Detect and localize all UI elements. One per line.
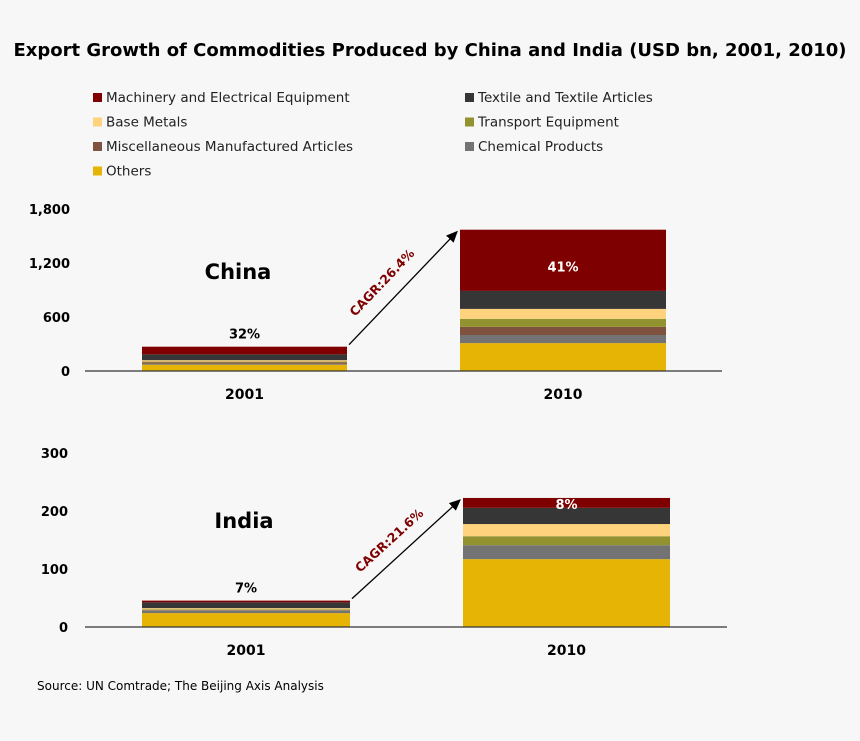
legend-swatch <box>93 142 102 151</box>
y-tick-label: 600 <box>43 311 70 326</box>
y-tick-label: 100 <box>41 563 68 578</box>
legend-swatch <box>465 142 474 151</box>
legend-swatch <box>93 93 102 102</box>
bar-segment <box>142 363 347 365</box>
bar-segment <box>142 600 350 603</box>
source-note: Source: UN Comtrade; The Beijing Axis An… <box>37 679 324 693</box>
y-tick-label: 200 <box>41 505 68 520</box>
legend-swatch <box>93 117 102 127</box>
bar-segment <box>460 343 666 371</box>
bar-segment <box>142 609 350 611</box>
bar-segment <box>142 346 347 355</box>
bar-segment <box>460 290 666 309</box>
bar-segment <box>463 497 670 508</box>
bar-segment <box>460 335 666 344</box>
cagr-label: CAGR:26.4% <box>346 245 417 319</box>
bar-segment <box>463 559 670 627</box>
bar-segment <box>460 326 666 335</box>
bar-segment <box>142 610 350 611</box>
legend-label: Transport Equipment <box>477 115 619 131</box>
x-tick-label: 2001 <box>227 643 266 659</box>
y-tick-label: 1,200 <box>29 257 70 272</box>
legend-swatch <box>465 117 474 127</box>
legend-label: Miscellaneous Manufactured Articles <box>106 139 353 155</box>
share-label: 32% <box>229 328 260 343</box>
legend-label: Machinery and Electrical Equipment <box>106 90 350 106</box>
bar-segment <box>142 613 350 627</box>
x-tick-label: 2010 <box>547 643 586 659</box>
y-tick-label: 1,800 <box>29 203 70 218</box>
growth-arrow <box>348 230 458 346</box>
bar-segment <box>142 364 347 371</box>
bar-segment <box>460 318 666 327</box>
bar-segment <box>142 362 347 364</box>
bar-segment <box>142 361 347 363</box>
bar-segment <box>142 608 350 610</box>
bar-segment <box>463 536 670 546</box>
bar-segment <box>463 545 670 560</box>
bar-segment <box>463 507 670 525</box>
legend-swatch <box>93 166 102 176</box>
y-tick-label: 0 <box>59 621 68 636</box>
legend-label: Textile and Textile Articles <box>477 90 653 106</box>
legend-swatch <box>465 93 474 102</box>
legend-label: Others <box>106 164 151 180</box>
bar-segment <box>463 524 670 537</box>
country-label: India <box>214 509 273 533</box>
legend: Machinery and Electrical Equipment Textil… <box>93 90 653 180</box>
bar-segment <box>460 229 666 291</box>
china-chart: 0 600 1,200 1,800 2001 32% 2010 41% China CAGR:26… <box>29 203 722 403</box>
bar-segment <box>142 360 347 362</box>
share-label: 8% <box>555 498 577 513</box>
growth-arrow <box>351 499 461 600</box>
legend-label: Base Metals <box>106 115 187 131</box>
x-tick-label: 2010 <box>544 387 583 403</box>
chart-title: Export Growth of Commodities Produced by… <box>13 40 846 61</box>
bar-segment <box>142 610 350 614</box>
country-label: China <box>205 260 272 284</box>
bar-segment <box>142 602 350 609</box>
share-label: 41% <box>547 261 578 276</box>
x-tick-label: 2001 <box>225 387 264 403</box>
y-tick-label: 0 <box>61 365 70 380</box>
y-tick-label: 300 <box>41 447 68 462</box>
bar-segment <box>460 308 666 319</box>
share-label: 7% <box>235 582 257 597</box>
legend-label: Chemical Products <box>478 139 603 155</box>
bar-segment <box>142 354 347 361</box>
